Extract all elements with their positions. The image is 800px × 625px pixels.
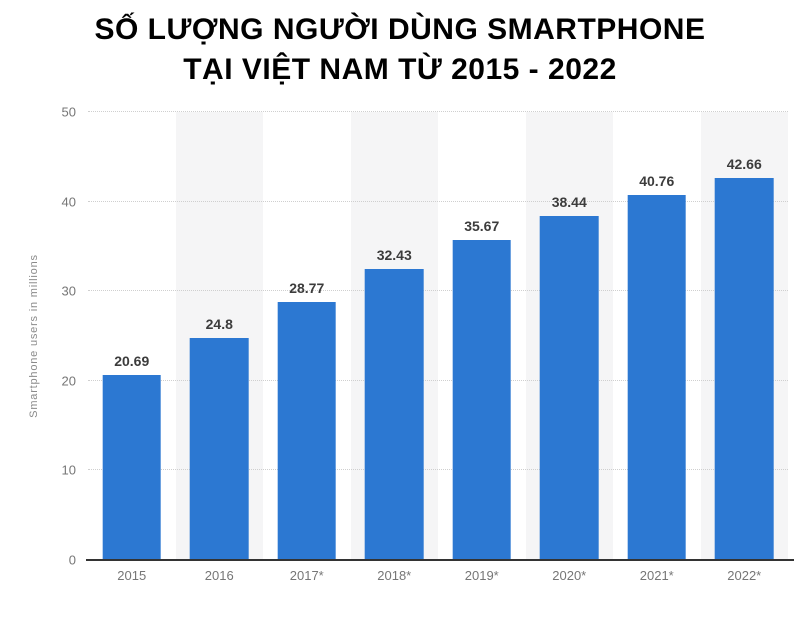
y-tick-label-50: 50 [61, 104, 76, 120]
bar-column-2018*: 32.43 [351, 112, 439, 560]
y-tick-label-0: 0 [68, 552, 76, 568]
bar-column-2015: 20.69 [88, 112, 176, 560]
bar-2019* [452, 240, 512, 560]
gridline-20 [88, 379, 788, 381]
x-tick-label-2022*: 2022* [727, 568, 762, 583]
bar-2015 [102, 374, 162, 560]
bar-column-2021*: 40.76 [613, 112, 701, 560]
bar-2016 [189, 337, 249, 560]
bar-value-2020*: 38.44 [551, 193, 587, 210]
bar-column-2020*: 38.44 [526, 112, 614, 560]
gridline-40 [88, 200, 788, 202]
bar-value-2016: 24.8 [205, 315, 233, 332]
bar-column-2016: 24.8 [176, 112, 264, 560]
bar-value-2021*: 40.76 [639, 172, 675, 189]
y-tick-label-20: 20 [61, 373, 76, 389]
gridline-50 [88, 111, 788, 112]
x-tick-label-2016: 2016 [204, 568, 234, 583]
bar-2021* [627, 194, 687, 560]
x-tick-label-2015: 2015 [117, 568, 147, 583]
chart-title-line2: TẠI VIỆT NAM TỪ 2015 - 2022 [183, 53, 617, 86]
y-tick-label-40: 40 [61, 194, 76, 210]
y-axis-tick-labels: 0 10 20 30 40 50 [0, 106, 76, 567]
y-tick-label-10: 10 [61, 462, 76, 478]
x-tick-label-2020*: 2020* [552, 568, 587, 583]
bar-2017* [277, 302, 337, 560]
x-tick-label-2019*: 2019* [464, 568, 499, 583]
x-axis-line [86, 559, 794, 561]
bar-2020* [539, 215, 599, 560]
y-tick-label-30: 30 [61, 283, 76, 299]
x-tick-label-2017*: 2017* [289, 568, 324, 583]
chart-title: SỐ LƯỢNG NGƯỜI DÙNG SMARTPHONE TẠI VIỆT … [0, 10, 800, 90]
gridline-10 [88, 469, 788, 471]
bar-value-2018*: 32.43 [376, 247, 412, 264]
bar-column-2019*: 35.67 [438, 112, 526, 560]
bar-column-2017*: 28.77 [263, 112, 351, 560]
gridline-30 [88, 290, 788, 292]
bar-value-2022*: 42.66 [726, 155, 762, 172]
chart-title-line1: SỐ LƯỢNG NGƯỜI DÙNG SMARTPHONE [94, 13, 706, 46]
bar-column-2022*: 42.66 [701, 112, 789, 560]
plot-area: 20.69 24.8 28.77 32.43 35.67 38.44 40.76 42.66 [86, 111, 794, 561]
bar-value-2017*: 28.77 [289, 280, 325, 297]
bar-value-2015: 20.69 [114, 352, 150, 369]
bar-2018* [364, 269, 424, 560]
x-axis-tick-labels: 2015 2016 2017* 2018* 2019* 2020* 2021* 2022* [88, 566, 788, 586]
bar-2022* [714, 177, 774, 560]
x-tick-label-2018*: 2018* [377, 568, 412, 583]
bar-value-2019*: 35.67 [464, 218, 500, 235]
x-tick-label-2021*: 2021* [639, 568, 674, 583]
